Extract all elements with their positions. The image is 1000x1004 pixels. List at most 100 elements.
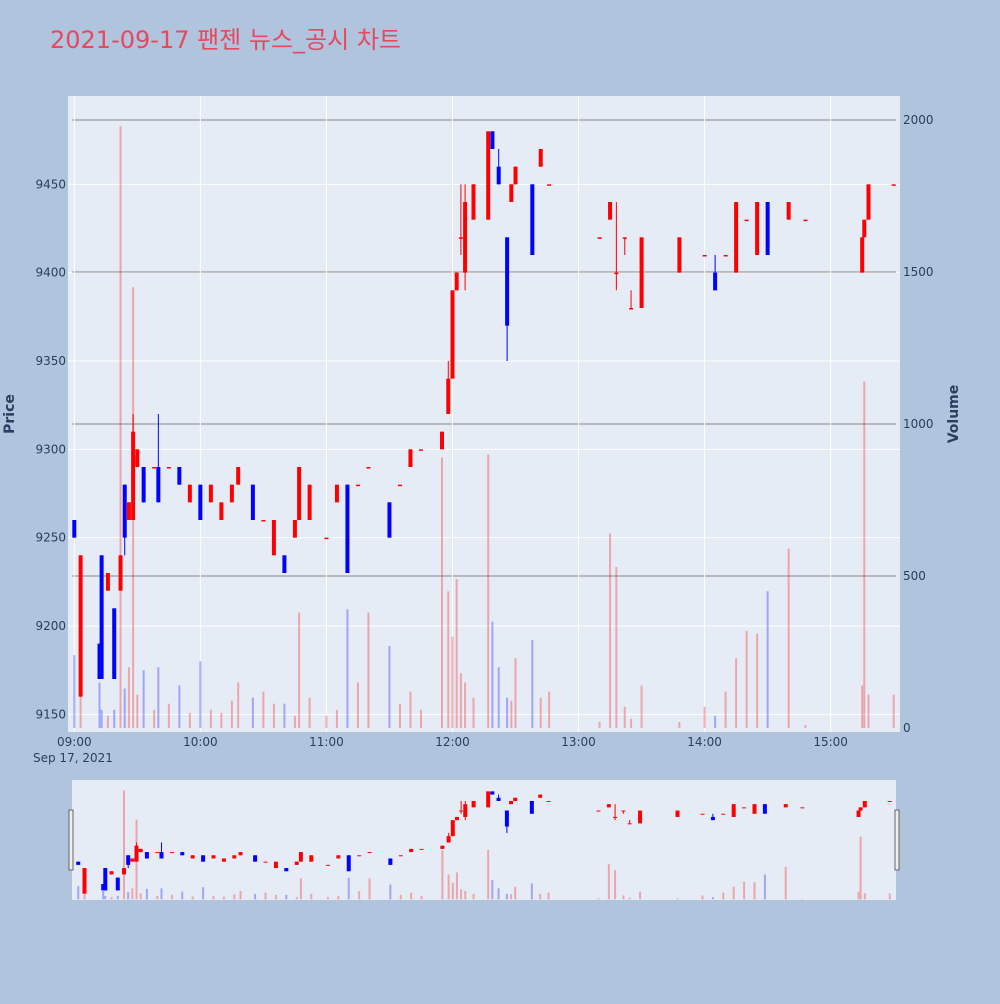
candle-body [734,202,739,273]
slider-volume-bar [510,894,513,900]
volume-bar [419,709,422,729]
x-tick-label: 15:00 [813,735,848,749]
volume-bar [251,697,254,729]
slider-volume-bar [676,898,679,900]
slider-candle-body [638,810,643,824]
candle-body [458,237,463,239]
slider-candle-body [440,845,445,849]
candle-body [97,643,102,679]
slider-volume-bar [104,895,107,900]
slider-candle-body [529,800,534,814]
candle-body [538,149,543,167]
volume-bar [863,381,866,729]
slider-volume-bar [505,893,508,900]
slider-candle-body [700,813,705,815]
candle-body [219,502,224,520]
slider-volume-bar [491,880,494,900]
slider-handle[interactable] [68,809,74,871]
slider-candle-body [298,852,303,862]
volume-bar [262,691,265,729]
slider-volume-bar [299,878,302,900]
slider-candle-body [504,810,509,827]
candle-body [122,484,127,538]
volume-bar [356,682,359,729]
x-tick-label: 12:00 [435,735,470,749]
candle-body [744,219,749,222]
volume-bar [491,621,494,729]
slider-candle-body [409,848,414,853]
slider-volume-bar [607,864,610,900]
volume-bar [735,658,738,729]
volume-bar [506,697,509,729]
slider-candle-body [336,855,341,859]
slider-volume-bar [295,897,298,900]
volume-bar [548,691,551,729]
slider-volume-bar [358,891,361,900]
volume-bar [293,715,296,729]
slider-candle-body [103,868,108,891]
slider-candle-body [627,823,632,825]
volume-bar [335,709,338,729]
candle-body [250,484,255,520]
candle-body [118,555,123,591]
candle-body [152,467,157,469]
slider-candle-body [159,852,164,859]
volume-bar [119,126,122,729]
candle-body [78,555,83,697]
slider-volume-bar [464,891,467,900]
candle-body [131,431,136,520]
plot-area [68,96,900,732]
volume-bar [804,725,807,729]
volume-bar [142,670,145,729]
volume-bar [539,697,542,729]
volume-bar [472,697,475,729]
slider-candle-body [762,804,767,814]
slider-candle-body [134,845,139,862]
candle-body [860,237,865,273]
range-slider[interactable] [72,780,896,900]
slider-volume-bar [123,790,126,900]
slider-volume-bar [110,897,113,900]
candle-body [803,219,808,222]
slider-candle-body [887,800,892,802]
slider-volume-bar [784,866,787,900]
volume-bar [136,694,139,729]
candle-body [297,467,302,520]
y2-axis-title: Volume [946,385,962,444]
slider-volume-bar [628,897,631,900]
volume-bar [623,706,626,729]
slider-candle-body [130,858,135,862]
slider-candle-body [201,855,206,862]
y2-tick-label: 500 [903,569,926,583]
candle-body [866,184,871,220]
volume-bar [98,682,101,729]
volume-bar [79,691,82,729]
candle-body [639,237,644,308]
slider-volume-bar [310,893,313,900]
slider-candle-body [486,791,491,808]
slider-volume-bar [410,892,413,900]
slider-candle-body [606,804,611,808]
slider-candle-body [284,868,289,872]
volume-bar [283,703,286,729]
slider-volume-bar [863,893,866,900]
slider-handle[interactable] [894,809,900,871]
candle-body [786,202,791,220]
slider-volume-bar [722,892,725,900]
slider-volume-bar [160,888,163,900]
slider-volume-bar [614,870,617,900]
volume-bar [640,685,643,729]
slider-volume-bar [472,893,475,900]
slider-volume-bar [285,894,288,900]
slider-volume-bar [233,894,236,900]
slider-volume-bar [399,894,402,900]
volume-bar [272,703,275,729]
slider-volume-bar [447,874,450,900]
volume-bar [388,645,391,729]
candle-body [141,467,146,503]
slider-candle-body [513,797,518,801]
slider-candle-body [309,855,314,862]
slider-volume-bar [743,881,746,900]
volume-bar [714,715,717,729]
candle-body [99,555,104,679]
